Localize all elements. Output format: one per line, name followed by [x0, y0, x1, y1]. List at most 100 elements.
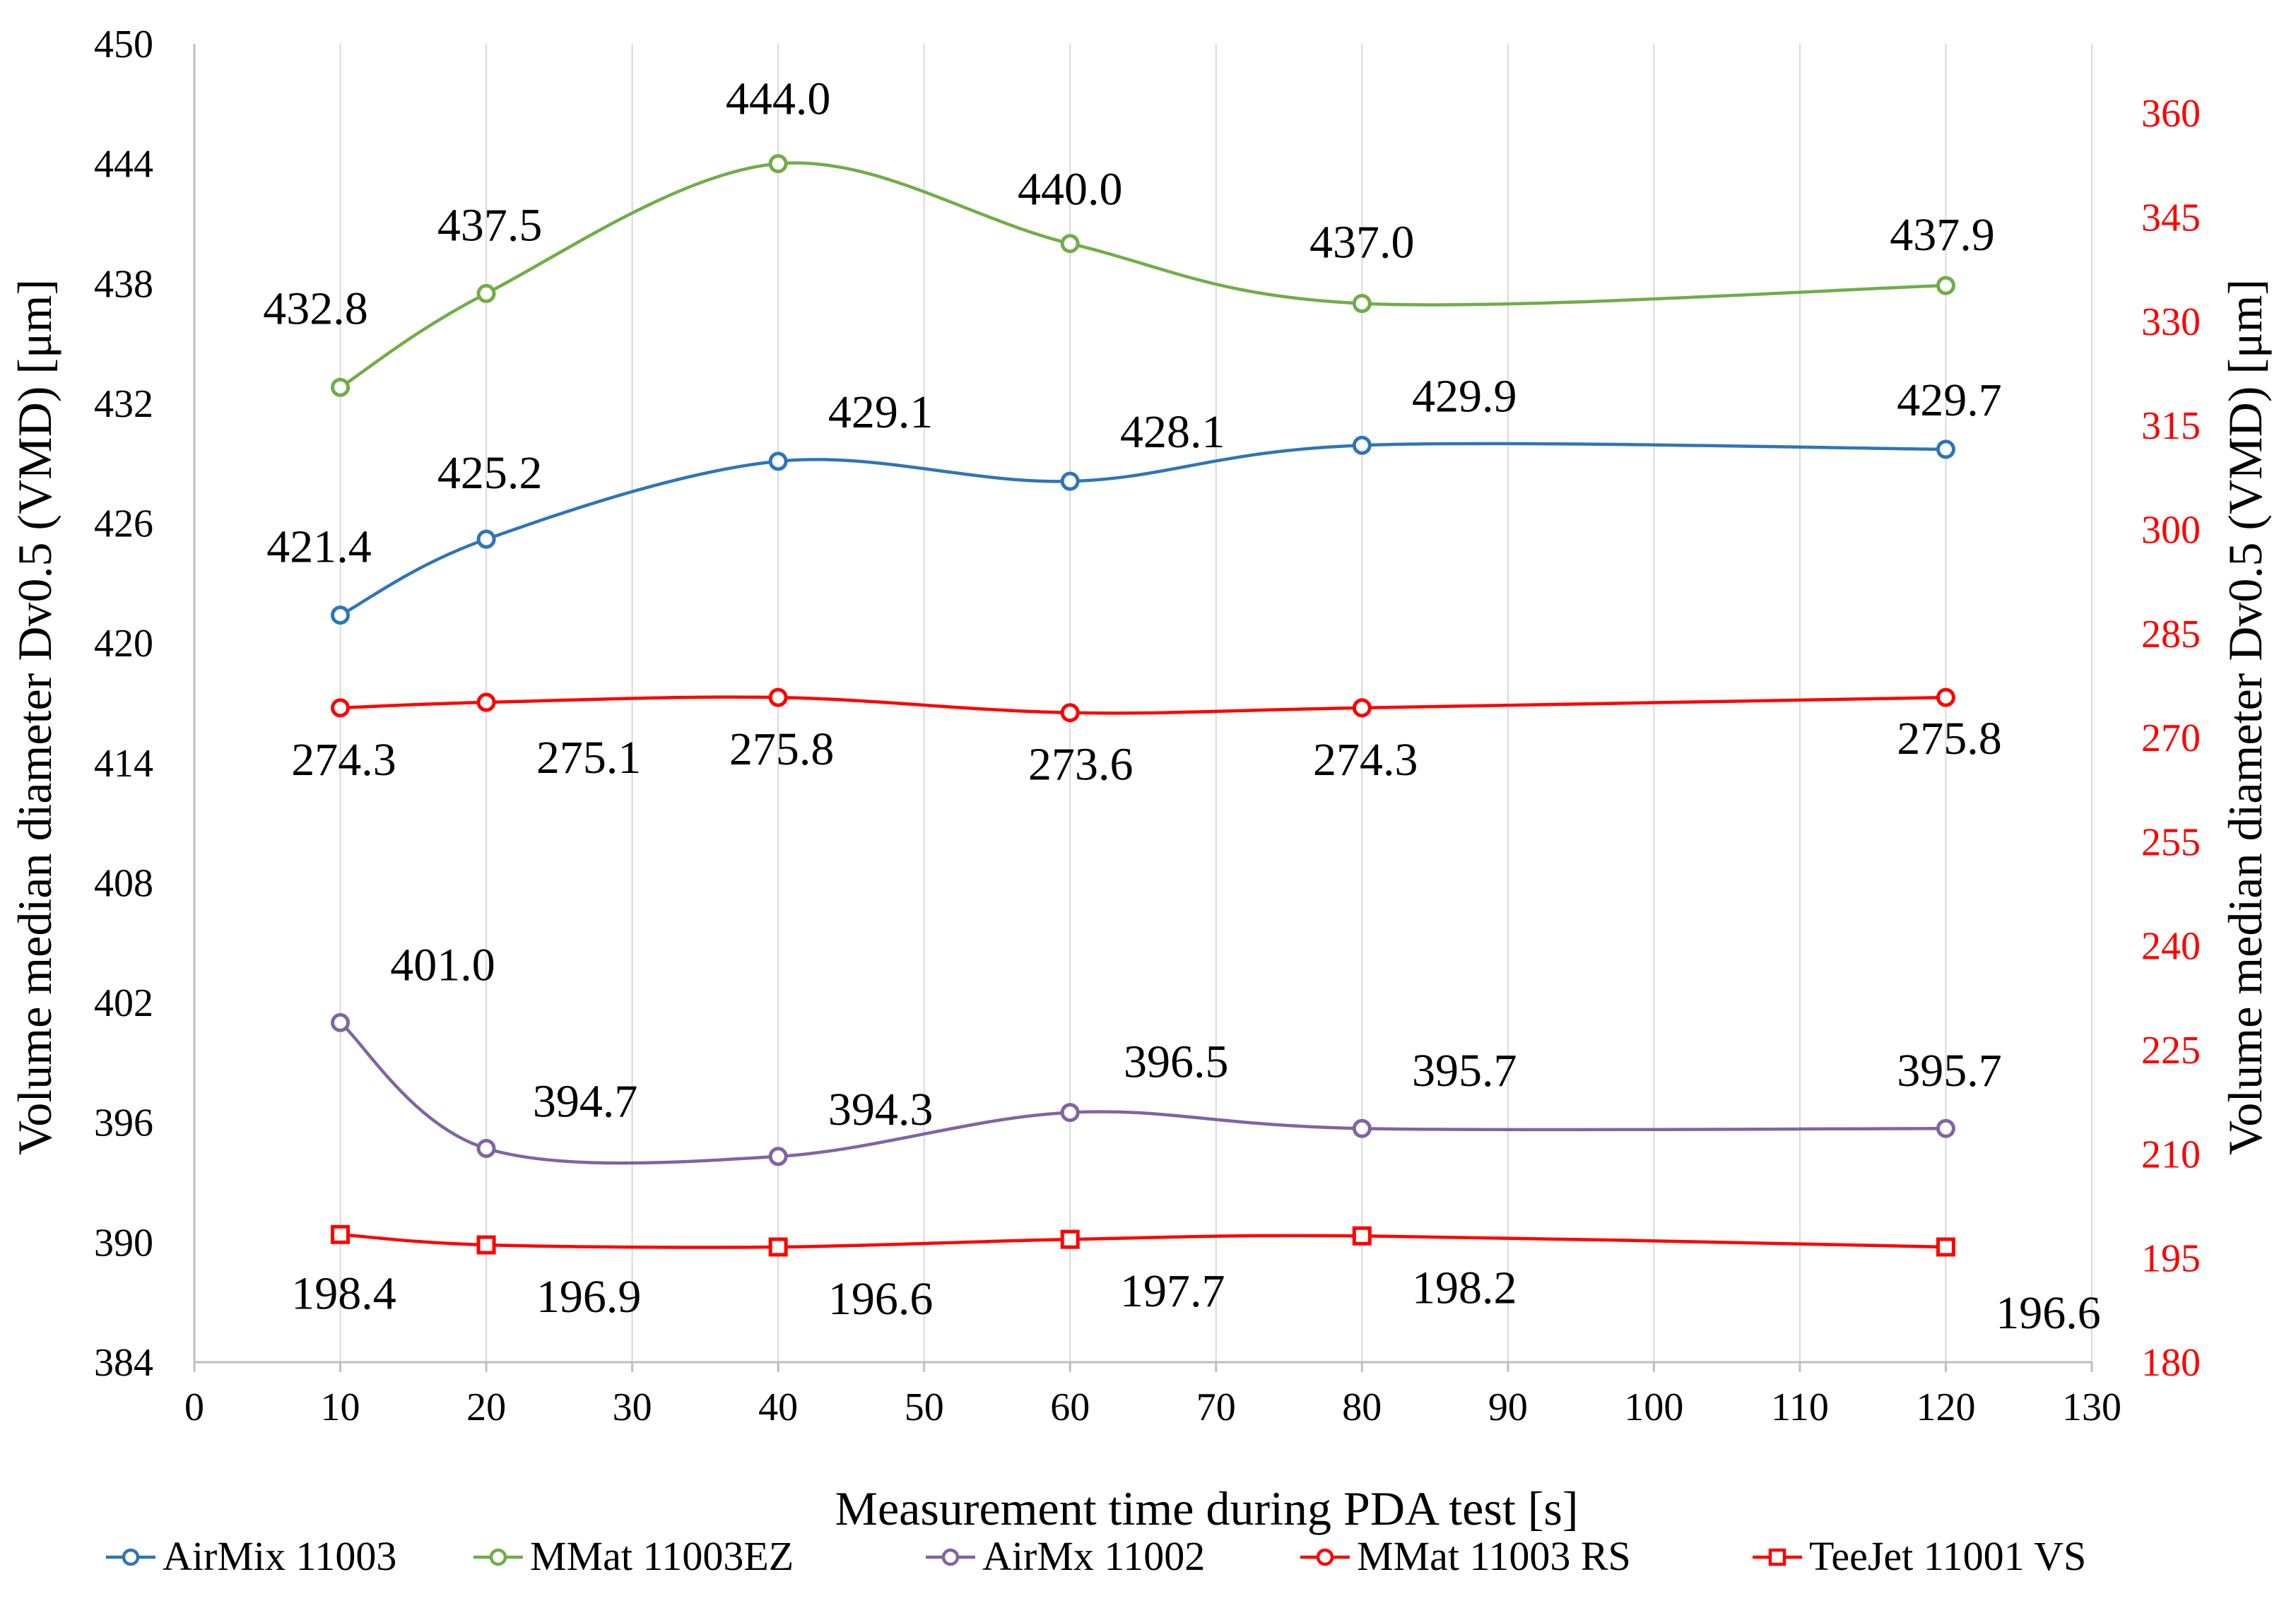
data-point	[1060, 1229, 1080, 1249]
data-point	[1352, 698, 1372, 718]
data-label: 425.2	[437, 447, 543, 499]
data-point	[476, 692, 496, 712]
y-tick-label-right: 255	[2141, 820, 2201, 864]
data-label: 394.7	[533, 1075, 638, 1127]
data-label: 196.9	[536, 1271, 642, 1323]
x-tick-label: 20	[466, 1385, 506, 1429]
data-point	[1936, 439, 1955, 459]
data-point	[1936, 1237, 1955, 1257]
data-point	[1936, 1118, 1955, 1138]
data-label: 428.1	[1120, 406, 1225, 458]
y-tick-label-left: 414	[94, 742, 153, 786]
y-tick-label-right: 240	[2141, 925, 2201, 969]
data-label: 437.5	[437, 199, 543, 251]
y-tick-label-right: 270	[2141, 716, 2201, 760]
legend-swatch-marker	[1768, 1548, 1786, 1566]
data-point	[1352, 1118, 1372, 1138]
y-tick-label-left: 402	[94, 981, 153, 1025]
data-point	[768, 1237, 788, 1257]
data-point	[1060, 1103, 1080, 1123]
data-label: 440.0	[1018, 164, 1123, 215]
y-tick-label-right: 330	[2141, 300, 2201, 344]
data-label: 421.4	[266, 521, 372, 573]
data-label: 432.8	[263, 283, 368, 334]
x-tick-label: 30	[613, 1385, 652, 1429]
x-tick-label: 100	[1624, 1385, 1683, 1429]
data-point	[768, 451, 788, 471]
data-label: 396.5	[1124, 1036, 1229, 1088]
data-label: 274.3	[1313, 734, 1418, 786]
data-label: 429.9	[1412, 370, 1517, 422]
legend-swatch-marker	[941, 1548, 960, 1566]
y-tick-label-left: 384	[94, 1341, 153, 1385]
data-label: 394.3	[828, 1084, 934, 1135]
x-tick-label: 80	[1342, 1385, 1382, 1429]
data-label: 444.0	[726, 73, 831, 125]
y-tick-label-left: 390	[94, 1221, 153, 1265]
data-point	[1936, 276, 1955, 295]
data-label: 197.7	[1120, 1265, 1225, 1317]
series-line	[340, 1233, 1946, 1249]
data-label: 401.0	[390, 939, 495, 991]
legend-label: TeeJet 11001 VS	[1809, 1533, 2086, 1579]
y-axis-title-right: Volume median diameter Dv0.5 (VMD) [μm]	[2218, 279, 2272, 1155]
y-tick-label-left: 432	[94, 382, 153, 426]
data-point	[331, 1012, 351, 1032]
x-tick-label: 60	[1050, 1385, 1090, 1429]
y-tick-label-right: 315	[2141, 404, 2201, 448]
y-tick-label-right: 180	[2141, 1341, 2201, 1385]
y-tick-label-right: 195	[2141, 1237, 2201, 1281]
x-tick-label: 110	[1771, 1385, 1829, 1429]
data-point	[476, 1138, 496, 1158]
y-axis-title-left: Volume median diameter Dv0.5 (VMD) [μm]	[8, 279, 61, 1155]
data-label: 198.2	[1412, 1262, 1517, 1313]
data-label: 395.7	[1897, 1045, 2002, 1097]
data-label: 275.8	[729, 723, 835, 775]
y-tick-label-left: 426	[94, 502, 153, 546]
y-tick-label-right: 300	[2141, 508, 2201, 552]
legend-swatch-marker	[1316, 1548, 1334, 1566]
data-point	[1352, 1226, 1372, 1246]
x-tick-label: 10	[321, 1385, 360, 1429]
legend-item: AirMx 11002	[926, 1533, 1205, 1579]
data-point	[476, 529, 496, 549]
legend-item: TeeJet 11001 VS	[1753, 1533, 2086, 1579]
data-point	[476, 283, 496, 303]
legend-swatch-marker	[122, 1548, 140, 1566]
data-label: 274.3	[291, 734, 396, 786]
data-point	[768, 154, 788, 174]
data-label: 275.1	[536, 732, 642, 784]
data-label: 198.4	[291, 1268, 396, 1319]
x-axis-title: Measurement time during PDA test [s]	[835, 1482, 1579, 1535]
data-label: 429.7	[1897, 374, 2002, 426]
data-point	[1352, 294, 1372, 314]
data-label: 437.0	[1309, 217, 1415, 268]
x-tick-label: 50	[905, 1385, 944, 1429]
y-tick-label-left: 396	[94, 1101, 153, 1145]
data-label: 196.6	[1996, 1287, 2101, 1339]
series-line	[339, 442, 1946, 617]
data-point	[331, 377, 351, 397]
data-point	[1060, 234, 1080, 254]
axis-layer: 0 10 20 30 40 50 60 70 80 90 100 110 120 130 384 390 396…	[94, 23, 2201, 1429]
data-label-layer: 421.4 425.2 429.1 428.1 429.9 429.7 432.8 437.5…	[263, 73, 2100, 1339]
series-layer	[331, 154, 1955, 1257]
legend-item: MMat 11003 RS	[1300, 1533, 1631, 1579]
legend-swatch-marker	[489, 1548, 507, 1566]
series-line	[340, 695, 1946, 715]
data-label: 196.6	[828, 1273, 934, 1325]
data-point	[768, 1147, 788, 1166]
data-label: 395.7	[1412, 1045, 1517, 1097]
y-tick-label-right: 345	[2141, 196, 2201, 240]
x-tick-label: 120	[1916, 1385, 1975, 1429]
data-point	[331, 1224, 351, 1244]
legend-label: MMat 11003EZ	[530, 1533, 794, 1579]
data-point	[331, 698, 351, 718]
y-tick-label-right: 210	[2141, 1133, 2201, 1176]
y-tick-label-right: 360	[2141, 92, 2201, 136]
y-tick-label-right: 225	[2141, 1029, 2201, 1073]
legend-label: MMat 11003 RS	[1357, 1533, 1631, 1579]
x-tick-label: 90	[1488, 1385, 1528, 1429]
